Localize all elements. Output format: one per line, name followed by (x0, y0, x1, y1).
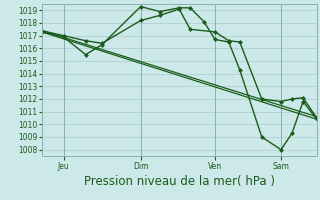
X-axis label: Pression niveau de la mer( hPa ): Pression niveau de la mer( hPa ) (84, 175, 275, 188)
